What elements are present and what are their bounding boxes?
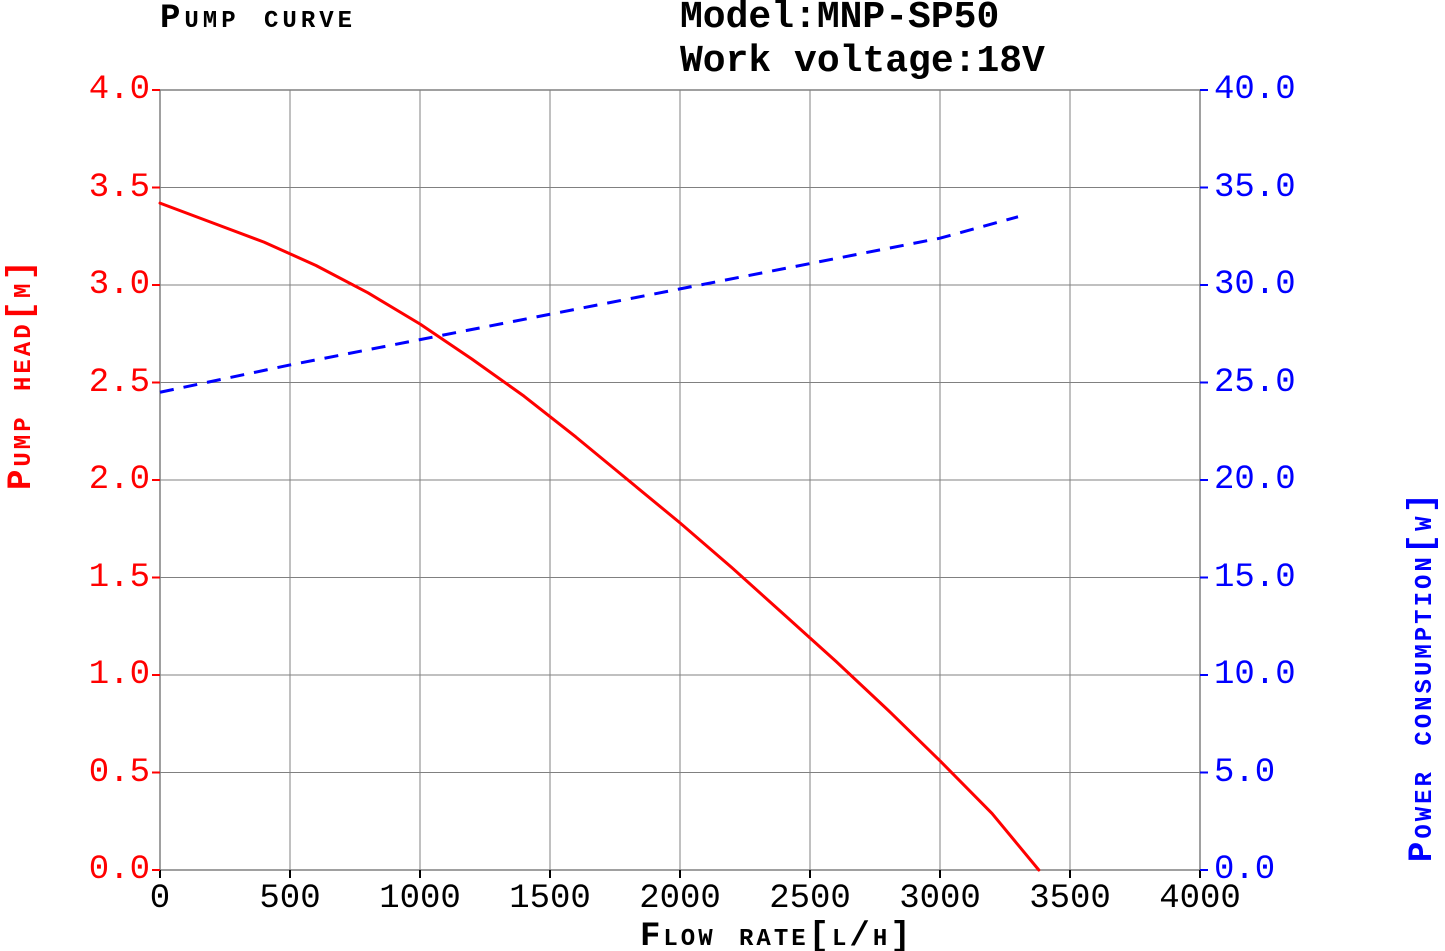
y-right-tick-label: 30.0 (1214, 266, 1296, 304)
model-line: Model:MNP-SP50 (680, 0, 999, 39)
x-tick-label: 500 (259, 880, 320, 918)
x-tick-label: 3500 (1029, 880, 1111, 918)
y-right-tick-label: 25.0 (1214, 364, 1296, 402)
voltage-line: Work voltage:18V (680, 40, 1045, 83)
x-tick-label: 1500 (509, 880, 591, 918)
y-left-tick-label: 3.0 (80, 266, 150, 304)
y-axis-left-label: Pump head[m] (3, 257, 41, 490)
y-left-tick-label: 3.5 (80, 169, 150, 207)
y-right-tick-label: 15.0 (1214, 559, 1296, 597)
y-left-tick-label: 2.0 (80, 461, 150, 499)
y-left-tick-label: 1.5 (80, 559, 150, 597)
x-tick-label: 3000 (899, 880, 981, 918)
y-left-tick-label: 0.5 (80, 754, 150, 792)
y-left-tick-label: 4.0 (80, 71, 150, 109)
chart-subtitle: Model:MNP-SP50 Work voltage:18V (680, 0, 1045, 83)
y-right-tick-label: 5.0 (1214, 754, 1275, 792)
y-left-tick-label: 1.0 (80, 656, 150, 694)
x-tick-label: 1000 (379, 880, 461, 918)
plot-area (160, 90, 1200, 870)
x-tick-label: 0 (150, 880, 170, 918)
y-axis-right-label: Power consumption[w] (1404, 490, 1442, 862)
y-left-tick-label: 2.5 (80, 364, 150, 402)
pump-curve-chart: { "chart": { "type": "line-dual-axis", "… (0, 0, 1445, 951)
y-right-tick-label: 35.0 (1214, 169, 1296, 207)
y-right-tick-label: 10.0 (1214, 656, 1296, 694)
y-right-tick-label: 20.0 (1214, 461, 1296, 499)
x-tick-label: 2500 (769, 880, 851, 918)
chart-title: Pump curve (160, 0, 356, 38)
x-tick-label: 2000 (639, 880, 721, 918)
y-left-tick-label: 0.0 (80, 851, 150, 889)
y-right-tick-label: 0.0 (1214, 851, 1275, 889)
y-right-tick-label: 40.0 (1214, 71, 1296, 109)
x-axis-label: Flow rate[l/h] (640, 918, 914, 951)
